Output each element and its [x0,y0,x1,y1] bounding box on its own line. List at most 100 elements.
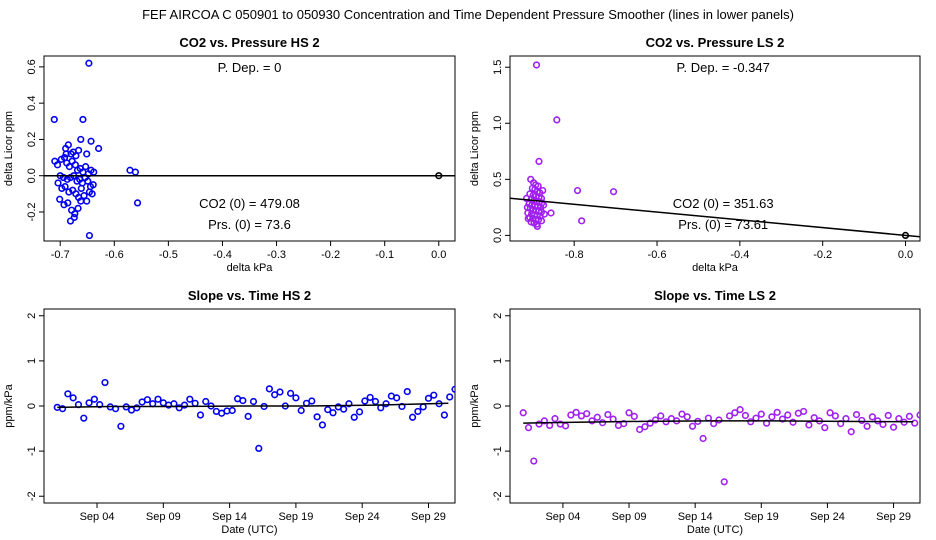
data-point [593,413,601,421]
data-point [524,424,533,432]
x-tick-label: Sep 09 [146,511,181,523]
y-axis-label: delta Licor ppm [469,111,481,186]
data-point [249,397,258,406]
co2-zero-label: CO2 (0) = 479.08 [199,196,300,211]
data-point [537,217,546,225]
y-tick-label: 0 [26,403,38,409]
panel-ls-pressure: CO2 vs. Pressure LS 2 -0.8 -0.6 -0.4 -0.2 0.0… [469,35,921,274]
x-axis-label: Date (UTC) [221,524,277,536]
y-tick-label: -2 [26,491,38,501]
data-point [598,419,607,427]
data-point [175,404,183,412]
data-point [371,397,380,406]
data-point [747,418,755,426]
origin-point [435,172,443,180]
plot-frame [43,55,456,242]
data-point [522,194,531,202]
data-point [96,401,104,409]
data-point [403,387,411,396]
data-point [524,214,532,223]
data-point [842,415,850,423]
x-tick-label: Sep 09 [612,511,647,523]
smoother-line [523,420,914,424]
x-tick-label: Sep 24 [345,511,380,523]
data-point [329,409,337,417]
x-tick-label: -0.6 [648,249,667,261]
data-point [80,192,88,200]
data-point [77,184,85,193]
data-point [340,405,348,413]
data-point [725,412,734,420]
data-point [440,411,448,419]
data-point [699,434,707,443]
data-point [414,407,422,416]
x-tick-label: -0.5 [159,249,178,261]
data-point [65,163,74,171]
panels: CO2 vs. Pressure HS 2 -0.7 -0.6 -0.5 -0.4 -0.… [3,35,921,536]
data-point [821,424,829,432]
data-point [547,209,555,217]
data-point [143,396,152,404]
y-tick-label: -1 [26,446,38,456]
x-tick-label: -0.2 [813,249,832,261]
data-point [313,413,321,421]
data-point [757,410,765,418]
y-tick-label: -1 [492,446,504,456]
data-point [75,146,83,154]
data-point [688,422,697,430]
data-point [72,152,80,160]
y-tick-label: 0.4 [26,96,38,111]
y-tick-label: 1.5 [492,60,504,75]
data-point [324,406,332,414]
data-point [683,413,691,421]
data-point [83,197,91,205]
data-point [61,182,69,191]
x-axis-label: Date (UTC) [687,524,743,536]
x-tick-label: 0.0 [898,249,913,261]
x-tick-label: -0.4 [730,249,749,261]
plot-area [519,406,920,486]
data-point [77,197,85,205]
data-point [361,397,369,405]
data-point [276,388,284,396]
data-point [519,409,527,417]
y-tick-label: 1.0 [492,116,504,131]
data-point [393,394,401,402]
data-point [868,413,876,421]
data-point [731,409,739,417]
pressure-zero-label: Prs. (0) = 73.6 [208,217,291,232]
y-axis-label: delta Licor ppm [3,111,15,186]
data-point [95,144,103,153]
chart-title: Slope vs. Time HS 2 [188,288,311,303]
smoother-line [57,402,449,409]
data-point [539,201,548,209]
pressure-dependence-label: P. Dep. = 0 [218,60,282,75]
x-tick-label: Sep 14 [212,511,247,523]
data-point [133,404,141,412]
data-point [609,188,618,196]
plot-frame [509,308,921,504]
x-tick-label: Sep 19 [278,511,313,523]
data-point [59,173,68,182]
data-point [540,417,548,425]
data-point [530,457,538,465]
data-point [101,378,109,387]
x-tick-label: -0.3 [267,249,286,261]
data-point [573,186,582,195]
data-point [90,395,98,403]
data-point [88,190,96,198]
data-point [778,415,787,423]
data-point [451,385,455,393]
data-point [58,405,67,413]
data-point [77,135,85,144]
y-tick-label: 1 [492,358,504,364]
data-point [79,115,87,124]
data-point [905,412,914,420]
data-point [271,391,279,399]
data-point [64,390,72,398]
data-point [377,404,385,412]
data-point [292,394,300,402]
y-tick-label: 2 [26,313,38,319]
data-point [805,421,813,429]
data-point [244,412,252,420]
